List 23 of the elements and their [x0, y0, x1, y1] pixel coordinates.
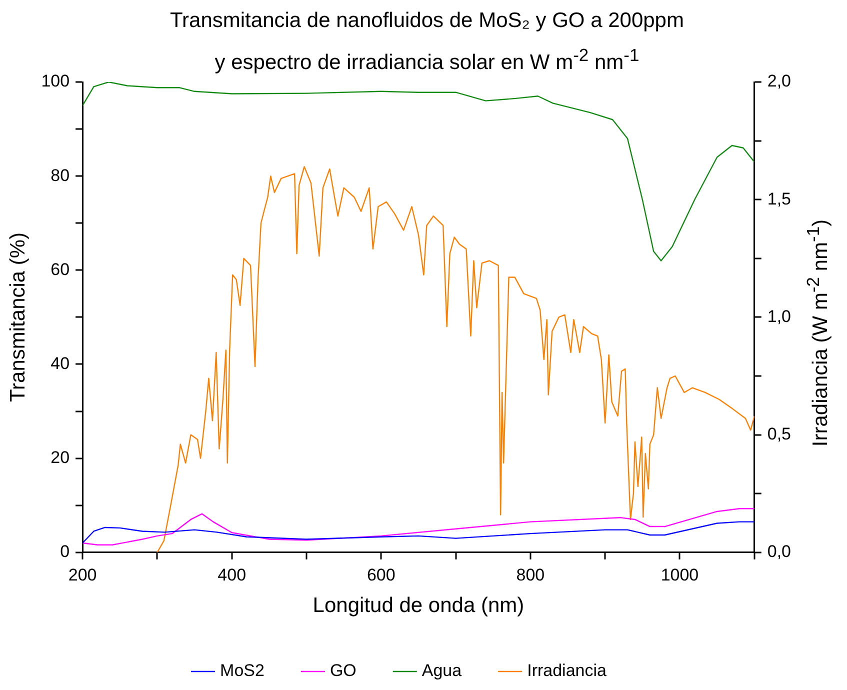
y-tick-label: 40 [50, 354, 70, 373]
legend-label: Irradiancia [527, 661, 608, 680]
y2-tick-label: 0,0 [767, 542, 792, 562]
x-tick-label: 600 [366, 565, 396, 584]
legend-label: Agua [422, 661, 462, 680]
y2-tick-label: 1,0 [767, 306, 792, 326]
y2-tick-label: 2,0 [767, 72, 792, 91]
x-tick-label: 800 [516, 565, 545, 584]
y-tick-label: 80 [50, 166, 70, 185]
legend-label: MoS2 [220, 661, 264, 680]
y-tick-label: 60 [50, 260, 70, 279]
x-tick-label: 400 [218, 565, 246, 584]
y2-tick-label: 1,5 [767, 189, 792, 208]
y-axis-title: Transmitancia (%) [6, 232, 30, 402]
chart-title: Transmitancia de nanofluidos de MoS₂ y GO a 200ppm y espectro de irradiancia solar en W m$^{-2}$ nm$^{-1}$ [169, 8, 685, 76]
y-tick-label: 0 [60, 542, 70, 562]
legend-label: GO [330, 661, 356, 680]
y2-tick-label: 0,5 [767, 424, 792, 444]
x-tick-label: 200 [68, 565, 97, 584]
y-tick-label: 20 [50, 448, 70, 468]
x-tick-label: 1000 [660, 565, 699, 584]
y-tick-label: 100 [41, 72, 70, 91]
x-axis-title: Longitud de onda (nm) [312, 594, 524, 618]
